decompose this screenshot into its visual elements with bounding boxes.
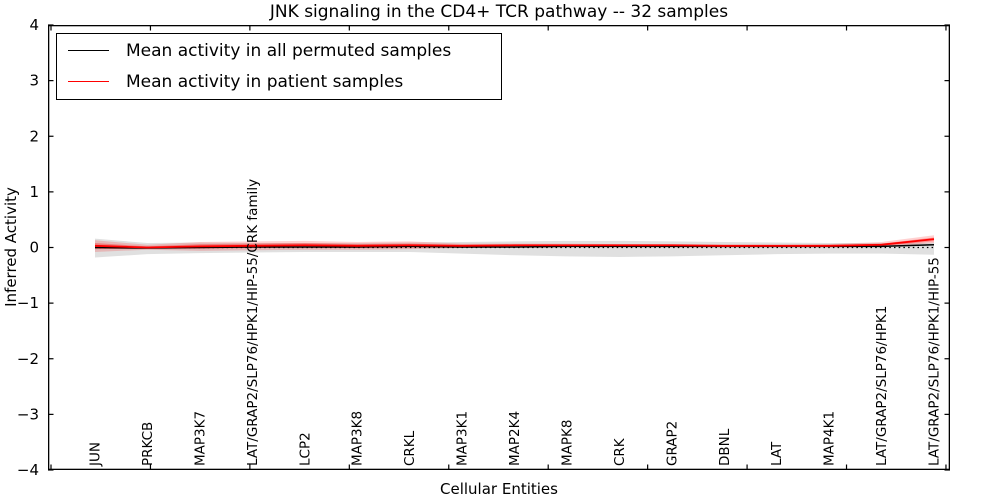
- mean-line-patient: [94, 238, 935, 249]
- x-tick-label: CRKL: [402, 430, 418, 466]
- y-tick-label: 2: [29, 127, 39, 145]
- y-tick-label: 3: [29, 72, 39, 90]
- y-tick-label: 4: [29, 16, 39, 34]
- x-axis-label: Cellular Entities: [440, 480, 558, 498]
- legend: Mean activity in all permuted samples Me…: [56, 33, 502, 100]
- x-tick-label: LAT/GRAP2/SLP76/HPK1/HIP-55/CRK family: [245, 179, 261, 466]
- x-tick-label: MAP4K1: [822, 411, 838, 466]
- y-tick-label: 0: [29, 239, 39, 257]
- x-tick-label: MAP3K7: [192, 411, 208, 466]
- x-tick-label: MAPK8: [559, 420, 575, 466]
- y-tick-label: −2: [17, 350, 39, 368]
- plot-area: 4 3 2 1 0 −1 −2 −3 −4 JUN PRKCB MAP3K7 LAT/GRAP2/SLP…: [17, 16, 951, 479]
- legend-line-permuted-icon: [68, 50, 109, 51]
- legend-entry-patient: Mean activity in patient samples: [57, 66, 501, 97]
- x-tick-label: MAP3K1: [455, 411, 471, 466]
- legend-label-patient: Mean activity in patient samples: [126, 71, 404, 92]
- x-tick-label: LAT: [769, 441, 785, 466]
- patient-band-outer: [95, 235, 934, 252]
- x-tick-label: PRKCB: [140, 422, 156, 466]
- x-tick-label: LAT/GRAP2/SLP76/HPK1/HIP-55: [927, 257, 943, 466]
- y-tick-label: −3: [17, 405, 39, 423]
- legend-label-permuted: Mean activity in all permuted samples: [126, 40, 452, 61]
- x-tick-label: GRAP2: [664, 421, 680, 466]
- x-tick-label: CRK: [612, 437, 628, 466]
- y-tick-label: 1: [29, 183, 39, 201]
- x-tick-label: LAT/GRAP2/SLP76/HPK1: [874, 306, 890, 466]
- y-tick-label: −1: [17, 294, 39, 312]
- y-tick-label: −4: [17, 461, 39, 479]
- legend-line-patient-icon: [68, 81, 109, 82]
- x-tick-label: DBNL: [717, 428, 733, 466]
- x-tick-label: MAP3K8: [350, 411, 366, 466]
- y-axis-label: Inferred Activity: [2, 187, 20, 307]
- x-tick-label: LCP2: [297, 432, 313, 466]
- x-tick-label: JUN: [88, 442, 104, 467]
- legend-entry-permuted: Mean activity in all permuted samples: [57, 35, 501, 66]
- x-tick-label: MAP2K4: [507, 411, 523, 466]
- chart-title: JNK signaling in the CD4+ TCR pathway --…: [269, 2, 729, 22]
